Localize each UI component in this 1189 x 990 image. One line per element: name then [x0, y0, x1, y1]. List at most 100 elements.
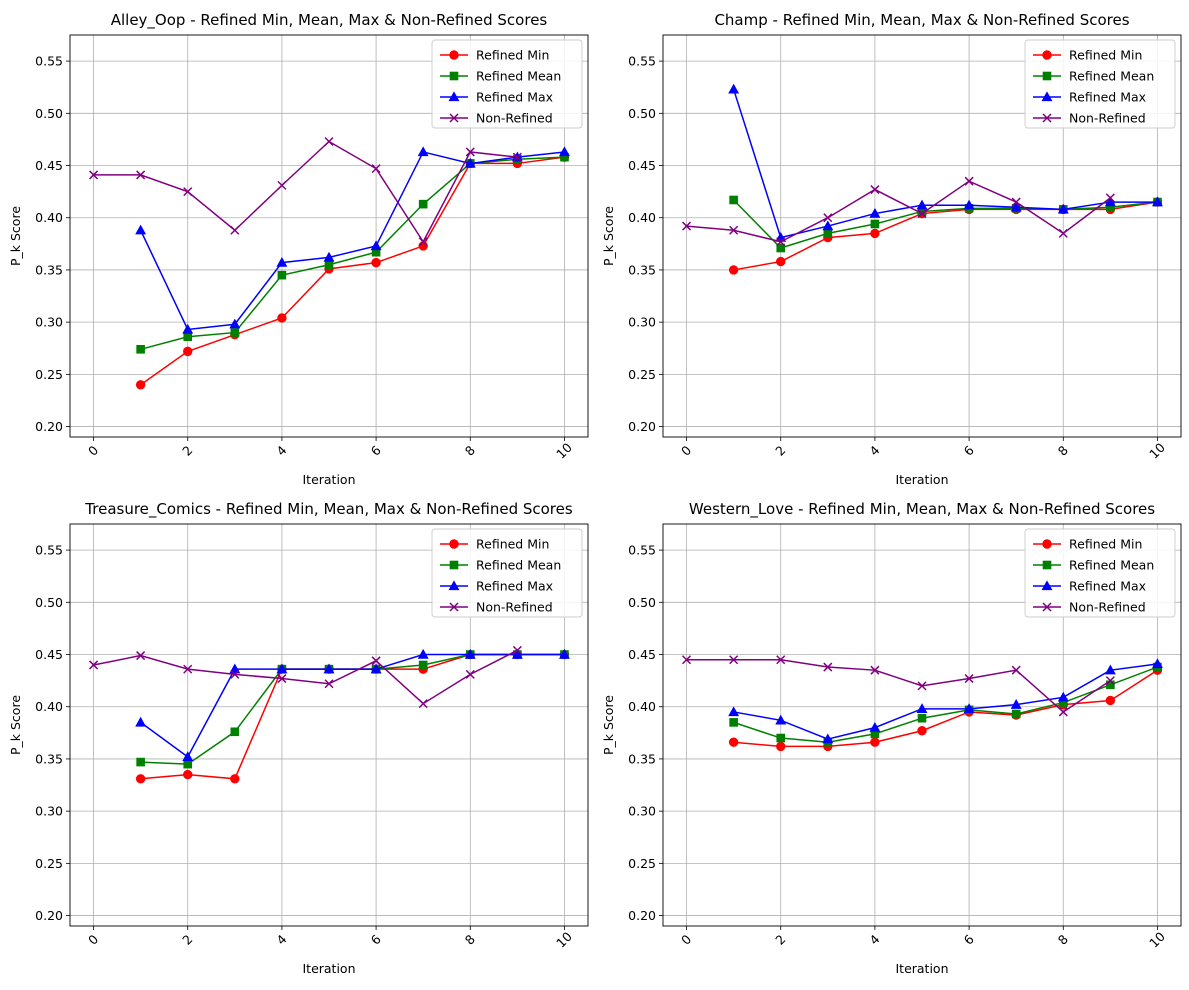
data-point-refined-max — [276, 256, 288, 267]
data-point-non-refined — [1058, 707, 1068, 717]
data-point-non-refined — [324, 679, 334, 689]
legend-box — [431, 39, 583, 129]
series-line-non-refined — [686, 658, 1111, 713]
x-tick-label: 0 — [678, 442, 694, 458]
x-axis-label: Iteration — [895, 961, 948, 976]
data-point-non-refined — [512, 152, 522, 162]
data-point-non-refined — [1058, 228, 1068, 238]
legend-label-non-refined: Non-Refined — [476, 600, 553, 615]
data-point-refined-mean — [776, 243, 786, 253]
data-point-refined-mean — [418, 199, 428, 209]
y-tick-label: 0.20 — [35, 419, 63, 434]
legend-marker-refined-max — [448, 91, 460, 102]
legend-marker-non-refined — [449, 113, 459, 123]
x-tick-label: 8 — [1055, 442, 1071, 458]
x-tick-label: 8 — [462, 442, 478, 458]
y-tick-label: 0.45 — [628, 158, 656, 173]
data-point-refined-min — [371, 257, 381, 268]
y-tick-label: 0.40 — [35, 699, 63, 714]
x-tick-label: 8 — [462, 931, 478, 947]
y-tick-label: 0.25 — [628, 856, 656, 871]
chart-title: Treasure_Comics - Refined Min, Mean, Max… — [84, 500, 573, 519]
series-line-refined-mean — [733, 666, 1158, 743]
data-point-non-refined — [277, 674, 287, 684]
legend-box — [1024, 39, 1176, 129]
data-point-refined-mean — [230, 328, 240, 337]
y-tick-label: 0.30 — [35, 315, 63, 330]
data-point-refined-max — [511, 648, 523, 659]
data-point-non-refined — [230, 225, 240, 235]
legend: Refined Min Refined Mean Refined Max Non-Re… — [431, 528, 583, 618]
data-point-non-refined — [324, 136, 334, 147]
data-point-non-refined — [729, 225, 739, 235]
legend: Refined Min Refined Mean Refined Max Non-Re… — [1024, 39, 1176, 129]
y-tick-label: 0.55 — [628, 543, 656, 558]
data-point-refined-max — [1104, 664, 1116, 675]
x-tick-label: 0 — [678, 931, 694, 947]
series-line-refined-max — [732, 89, 1158, 239]
data-point-non-refined — [183, 664, 193, 674]
data-point-refined-max — [464, 157, 476, 168]
data-point-non-refined — [917, 681, 927, 691]
legend-marker-refined-max — [1041, 580, 1053, 591]
data-point-refined-min — [870, 737, 880, 747]
data-point-non-refined — [418, 237, 428, 247]
data-point-refined-mean — [324, 260, 334, 270]
data-point-refined-mean — [917, 713, 927, 723]
data-point-non-refined — [371, 164, 381, 174]
legend-label-refined-min: Refined Min — [476, 537, 549, 552]
data-point-refined-mean — [729, 195, 738, 205]
chart-western-love: 0 2 4 6 8 10 0.20 0.25 0.30 0.35 0.40 0.45 0.50 0.55 W… — [601, 500, 1182, 976]
y-axis-label: P_k Score — [8, 695, 23, 755]
data-point-non-refined — [277, 180, 287, 190]
y-tick-label: 0.50 — [35, 106, 63, 121]
legend-label-refined-mean: Refined Mean — [1069, 558, 1154, 573]
data-point-non-refined — [682, 221, 692, 231]
data-point-refined-max — [370, 240, 382, 251]
legend-marker-refined-mean — [449, 71, 459, 81]
data-point-refined-mean — [136, 757, 145, 767]
x-tick-label: 2 — [772, 443, 788, 459]
series-line-non-refined — [93, 140, 518, 244]
data-point-non-refined — [964, 176, 974, 186]
data-point-refined-min — [870, 228, 880, 239]
data-point-refined-min — [728, 737, 739, 747]
y-tick-label: 0.50 — [628, 106, 656, 121]
series-line-refined-min — [140, 653, 565, 780]
y-tick-label: 0.20 — [35, 908, 63, 923]
y-tick-label: 0.40 — [628, 210, 656, 225]
y-tick-label: 0.55 — [35, 543, 63, 558]
data-point-refined-max — [1010, 699, 1022, 709]
x-tick-label: 4 — [273, 931, 289, 947]
x-tick-label: 2 — [179, 443, 195, 459]
data-point-refined-mean — [183, 759, 193, 769]
x-tick-label: 0 — [85, 442, 101, 458]
data-point-non-refined — [729, 655, 739, 665]
data-point-refined-min — [917, 726, 927, 736]
y-tick-label: 0.25 — [35, 367, 63, 382]
y-tick-label: 0.25 — [628, 367, 656, 382]
data-point-refined-max — [916, 199, 928, 210]
y-tick-label: 0.35 — [628, 262, 656, 277]
y-tick-label: 0.45 — [628, 647, 656, 662]
data-point-refined-max — [822, 220, 834, 231]
data-point-refined-max — [963, 703, 975, 713]
data-point-refined-mean — [277, 270, 287, 280]
data-point-non-refined — [136, 170, 146, 180]
legend-label-refined-max: Refined Max — [476, 90, 553, 105]
data-point-non-refined — [371, 656, 381, 666]
chart-title: Champ - Refined Min, Mean, Max & Non-Ref… — [714, 11, 1129, 29]
x-tick-label: 4 — [273, 442, 289, 458]
series-line-refined-max — [139, 151, 565, 331]
legend-label-refined-mean: Refined Mean — [1069, 69, 1154, 84]
chart-title: Alley_Oop - Refined Min, Mean, Max & Non… — [111, 11, 548, 30]
data-point-refined-min — [776, 741, 786, 752]
data-point-refined-min — [776, 256, 786, 267]
legend-label-refined-min: Refined Min — [1069, 537, 1142, 552]
y-tick-label: 0.55 — [628, 54, 656, 69]
x-tick-label: 0 — [85, 931, 101, 947]
data-point-refined-max — [1057, 691, 1069, 702]
data-point-refined-min — [277, 313, 287, 323]
data-point-refined-max — [182, 323, 194, 334]
x-tick-label: 4 — [866, 442, 882, 458]
